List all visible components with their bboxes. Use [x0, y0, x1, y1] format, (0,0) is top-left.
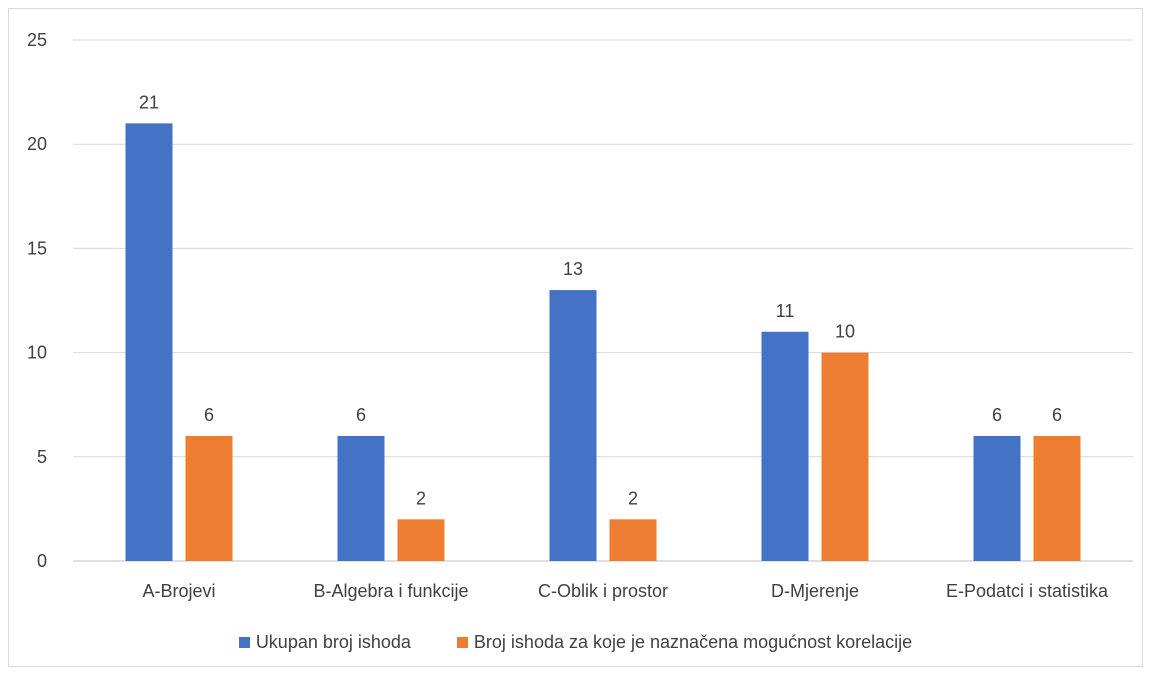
bar-series-1-2: [338, 436, 385, 561]
legend-swatch-series-1: [239, 637, 250, 648]
bar-series-2-3: [610, 519, 657, 561]
legend-item-series-2: Broj ishoda za koje je naznačena mogućno…: [457, 632, 912, 653]
legend-label-series-2: Broj ishoda za koje je naznačena mogućno…: [474, 632, 912, 653]
bar-series-2-4: [822, 353, 869, 561]
y-tick-label: 10: [27, 343, 47, 363]
data-label-series-1-3: 13: [563, 259, 583, 279]
x-category-label: A-Brojevi: [142, 581, 215, 601]
bar-series-1-5: [974, 436, 1021, 561]
y-tick-label: 5: [37, 447, 47, 467]
bar-series-1-4: [762, 332, 809, 561]
data-label-series-1-4: 11: [776, 301, 795, 321]
bar-series-1-1: [126, 123, 173, 561]
data-labels: 21 6 6 2 13 2 11 10 6 6: [139, 92, 1062, 508]
data-label-series-2-1: 6: [204, 405, 214, 425]
data-label-series-1-1: 21: [139, 92, 159, 112]
x-category-label: B-Algebra i funkcije: [313, 581, 468, 601]
data-label-series-2-2: 2: [416, 488, 426, 508]
bars: [126, 123, 1081, 561]
x-category-label: E-Podatci i statistika: [946, 581, 1109, 601]
x-category-label: C-Oblik i prostor: [538, 581, 668, 601]
bar-series-2-2: [398, 519, 445, 561]
y-tick-label: 20: [27, 134, 47, 154]
bar-series-1-3: [550, 290, 597, 561]
legend-label-series-1: Ukupan broj ishoda: [256, 632, 411, 653]
x-category-label: D-Mjerenje: [771, 581, 859, 601]
bar-series-2-1: [186, 436, 233, 561]
x-axis-categories: A-Brojevi B-Algebra i funkcije C-Oblik i p…: [142, 581, 1109, 601]
bar-series-2-5: [1034, 436, 1081, 561]
data-label-series-1-5: 6: [992, 405, 1002, 425]
y-axis-ticks: 0 5 10 15 20 25: [27, 30, 47, 571]
data-label-series-1-2: 6: [356, 405, 366, 425]
data-label-series-2-5: 6: [1052, 405, 1062, 425]
legend-swatch-series-2: [457, 637, 468, 648]
y-tick-label: 25: [27, 30, 47, 50]
data-label-series-2-3: 2: [628, 488, 638, 508]
data-label-series-2-4: 10: [835, 322, 855, 342]
legend: Ukupan broj ishoda Broj ishoda za koje j…: [0, 632, 1151, 653]
legend-item-series-1: Ukupan broj ishoda: [239, 632, 411, 653]
y-tick-label: 15: [27, 238, 47, 258]
y-tick-label: 0: [37, 551, 47, 571]
